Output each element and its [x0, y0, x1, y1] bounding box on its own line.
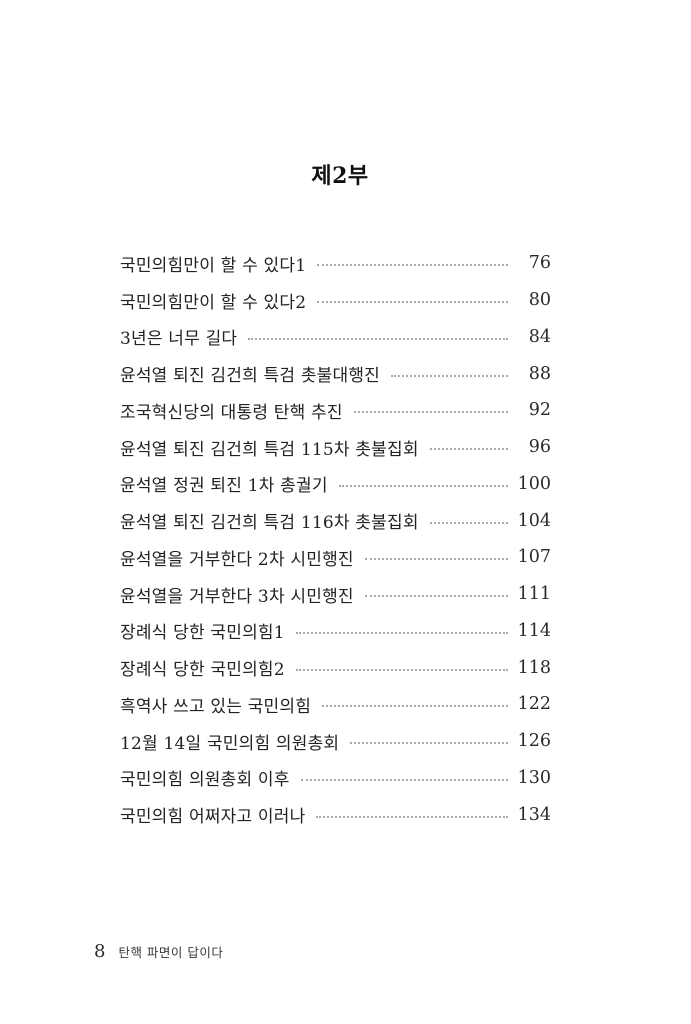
toc-row: 윤석열을 거부한다 3차 시민행진 111	[120, 576, 551, 613]
toc-entry-page: 100	[517, 473, 551, 494]
toc-entry-page: 84	[528, 326, 551, 347]
toc-entry-page: 76	[528, 253, 551, 274]
dotted-leader	[391, 374, 508, 377]
toc-row: 장례식 당한 국민의힘2 118	[120, 649, 551, 686]
toc-entry-page: 122	[517, 694, 551, 715]
page-footer: 8 탄핵 파면이 답이다	[94, 941, 223, 962]
toc-entry-title: 윤석열 퇴진 김건희 특검 촛불대행진	[120, 366, 381, 387]
dotted-leader	[338, 484, 508, 487]
toc-row: 윤석열 퇴진 김건희 특검 촛불대행진 88	[120, 355, 551, 392]
toc-entry-title: 국민의힘만이 할 수 있다2	[120, 292, 307, 313]
footer-page-number: 8	[94, 941, 106, 962]
toc-entry-title: 윤석열 퇴진 김건희 특검 116차 촛불집회	[120, 513, 419, 534]
dotted-leader	[322, 705, 508, 708]
toc-row: 국민의힘 의원총회 이후 130	[120, 760, 551, 797]
dotted-leader	[429, 521, 508, 524]
toc-entry-page: 92	[528, 400, 551, 421]
dotted-leader	[317, 264, 508, 267]
dotted-leader	[295, 631, 508, 634]
toc-row: 윤석열을 거부한다 2차 시민행진 107	[120, 539, 551, 576]
toc-row: 3년은 너무 길다 84	[120, 319, 551, 356]
toc-entry-title: 윤석열을 거부한다 3차 시민행진	[120, 586, 354, 607]
toc-entry-title: 3년은 너무 길다	[120, 329, 238, 350]
toc-entry-page: 134	[517, 804, 551, 825]
toc-row: 국민의힘만이 할 수 있다1 76	[120, 245, 551, 282]
dotted-leader	[350, 742, 508, 745]
toc-row: 국민의힘 어쩌자고 이러나 134	[120, 796, 551, 833]
toc-entry-page: 111	[517, 584, 551, 605]
toc-entry-page: 104	[517, 510, 551, 531]
toc-entry-page: 107	[517, 547, 551, 568]
toc-row: 조국혁신당의 대통령 탄핵 추진 92	[120, 392, 551, 429]
toc-row: 장례식 당한 국민의힘1 114	[120, 613, 551, 650]
toc-row: 윤석열 퇴진 김건희 특검 115차 촛불집회 96	[120, 429, 551, 466]
toc-entry-page: 118	[517, 657, 551, 678]
toc-entry-title: 흑역사 쓰고 있는 국민의힘	[120, 696, 312, 717]
toc-entry-page: 114	[517, 620, 551, 641]
toc-entry-title: 국민의힘만이 할 수 있다1	[120, 255, 307, 276]
toc-row: 12월 14일 국민의힘 의원총회 126	[120, 723, 551, 760]
dotted-leader	[429, 448, 508, 451]
toc-entry-title: 조국혁신당의 대통령 탄핵 추진	[120, 402, 343, 423]
dotted-leader	[353, 411, 508, 414]
toc-entry-title: 국민의힘 어쩌자고 이러나	[120, 807, 306, 828]
toc-row: 윤석열 정권 퇴진 1차 총궐기 100	[120, 466, 551, 503]
toc-entry-page: 130	[517, 767, 551, 788]
toc-entry-page: 126	[517, 731, 551, 752]
dotted-leader	[364, 595, 508, 598]
dotted-leader	[248, 337, 508, 340]
section-title: 제2부	[311, 163, 369, 189]
toc-row: 국민의힘만이 할 수 있다2 80	[120, 282, 551, 319]
toc-entry-page: 96	[528, 437, 551, 458]
toc-entry-title: 윤석열을 거부한다 2차 시민행진	[120, 549, 354, 570]
toc-row: 흑역사 쓰고 있는 국민의힘 122	[120, 686, 551, 723]
toc-entry-page: 80	[528, 290, 551, 311]
toc-entry-title: 윤석열 퇴진 김건희 특검 115차 촛불집회	[120, 439, 419, 460]
dotted-leader	[364, 558, 508, 561]
toc-entry-title: 장례식 당한 국민의힘1	[120, 623, 285, 644]
toc-list: 국민의힘만이 할 수 있다1 76 국민의힘만이 할 수 있다2 80 3년은 …	[120, 245, 551, 833]
toc-entry-title: 12월 14일 국민의힘 의원총회	[120, 733, 340, 754]
toc-entry-page: 88	[528, 363, 551, 384]
toc-row: 윤석열 퇴진 김건희 특검 116차 촛불집회 104	[120, 502, 551, 539]
toc-entry-title: 장례식 당한 국민의힘2	[120, 660, 285, 681]
footer-book-title: 탄핵 파면이 답이다	[118, 945, 224, 960]
dotted-leader	[295, 668, 508, 671]
toc-entry-title: 국민의힘 의원총회 이후	[120, 770, 290, 791]
dotted-leader	[317, 301, 508, 304]
dotted-leader	[300, 778, 508, 781]
toc-entry-title: 윤석열 정권 퇴진 1차 총궐기	[120, 476, 328, 497]
dotted-leader	[316, 815, 508, 818]
